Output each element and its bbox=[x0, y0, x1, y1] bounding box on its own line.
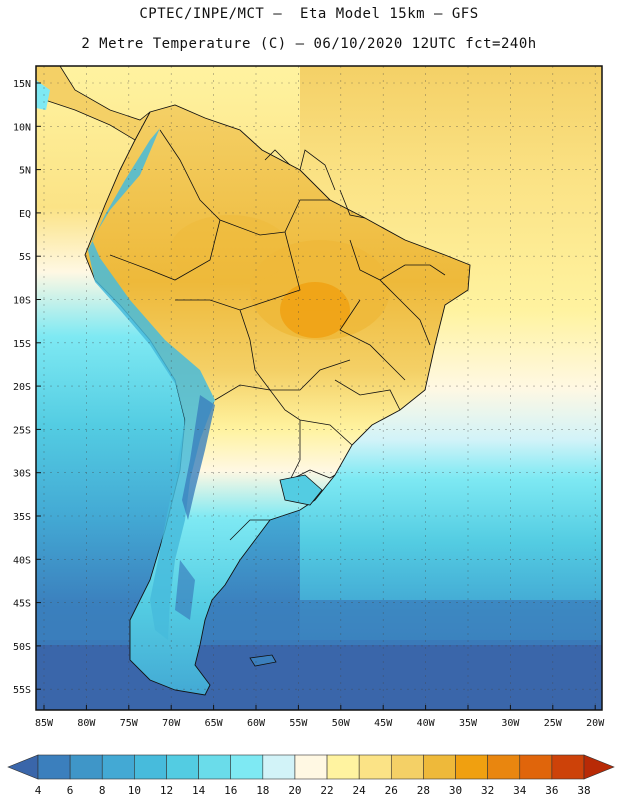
colorbar-tick-label: 38 bbox=[577, 784, 590, 797]
colorbar-tick-label: 34 bbox=[513, 784, 527, 797]
colorbar-tick-label: 22 bbox=[320, 784, 333, 797]
latitude-axis: 15N 10N 5N EQ 5S 10S 15S 20S 25S 30S 35S 40S 45S 50S 5… bbox=[13, 79, 41, 696]
colorbar-tick-label: 32 bbox=[481, 784, 494, 797]
colorbar-tick-label: 30 bbox=[449, 784, 462, 797]
colorbar-bin bbox=[166, 754, 199, 780]
lon-tick-label: 20W bbox=[586, 718, 605, 729]
temperature-field bbox=[36, 66, 602, 710]
lat-tick-label: EQ bbox=[19, 209, 31, 220]
lat-tick-label: 15S bbox=[13, 339, 31, 350]
colorbar-bin bbox=[487, 754, 521, 780]
lon-tick-label: 60W bbox=[247, 718, 266, 729]
lat-tick-label: 20S bbox=[13, 382, 31, 393]
map-title: CPTEC/INPE/MCT – Eta Model 15km – GFS bbox=[139, 6, 479, 22]
colorbar-tick-label: 12 bbox=[160, 784, 173, 797]
lat-tick-label: 10N bbox=[13, 122, 31, 133]
lat-tick-label: 35S bbox=[13, 512, 31, 523]
lon-tick-label: 25W bbox=[544, 718, 563, 729]
colorbar-bin bbox=[294, 754, 328, 780]
lat-tick-label: 55S bbox=[13, 685, 31, 696]
lon-tick-label: 45W bbox=[374, 718, 393, 729]
colorbar-bin bbox=[326, 754, 360, 780]
lon-tick-label: 85W bbox=[35, 718, 54, 729]
lon-tick-label: 80W bbox=[77, 718, 96, 729]
lat-tick-label: 45S bbox=[13, 599, 31, 610]
colorbar-bin bbox=[455, 754, 488, 780]
colorbar-bin bbox=[230, 754, 264, 780]
lon-tick-label: 35W bbox=[459, 718, 478, 729]
colorbar-tick-label: 18 bbox=[256, 784, 269, 797]
lon-tick-label: 65W bbox=[205, 718, 224, 729]
lat-tick-label: 10S bbox=[13, 296, 31, 307]
colorbar-bin bbox=[134, 754, 167, 780]
lat-tick-label: 25S bbox=[13, 425, 31, 436]
colorbar-bin bbox=[390, 754, 424, 780]
lon-tick-label: 30W bbox=[501, 718, 520, 729]
longitude-axis: 85W 80W 75W 70W 65W 60W 55W 50W 45W 40W 35W 30W 25W 2… bbox=[35, 705, 605, 729]
country-borders bbox=[109, 129, 446, 541]
map-subtitle: 2 Metre Temperature (C) – 06/10/2020 12U… bbox=[81, 36, 537, 52]
colorbar-bin bbox=[37, 754, 71, 780]
lon-tick-label: 55W bbox=[289, 718, 308, 729]
colorbar-tick-label: 20 bbox=[288, 784, 301, 797]
colorbar-arrow-high bbox=[583, 754, 615, 780]
colorbar-tick-label: 4 bbox=[35, 784, 42, 797]
lat-tick-label: 5S bbox=[19, 252, 31, 263]
colorbar-arrow-low bbox=[7, 754, 39, 780]
colorbar-bin bbox=[358, 754, 392, 780]
lat-tick-label: 15N bbox=[13, 79, 31, 90]
grid-lines bbox=[36, 66, 602, 710]
colorbar-bin bbox=[423, 754, 456, 780]
colorbar-bin bbox=[198, 754, 232, 780]
colorbar-tick-label: 16 bbox=[224, 784, 237, 797]
lon-tick-label: 40W bbox=[417, 718, 436, 729]
colorbar-bin bbox=[69, 754, 103, 780]
colorbar-tick-label: 36 bbox=[545, 784, 558, 797]
map-frame bbox=[35, 65, 603, 711]
colorbar-tick-label: 6 bbox=[67, 784, 74, 797]
colorbar-bin bbox=[262, 754, 296, 780]
colorbar-tick-label: 28 bbox=[417, 784, 430, 797]
colorbar: 4 6 8 10 12 14 16 18 20 22 24 26 28 30 32 34 36 38 bbox=[7, 754, 615, 797]
colorbar-bin bbox=[519, 754, 553, 780]
lat-tick-label: 5N bbox=[19, 166, 31, 177]
lon-tick-label: 70W bbox=[162, 718, 181, 729]
andes-cold-band bbox=[88, 128, 215, 640]
lon-tick-label: 50W bbox=[332, 718, 351, 729]
colorbar-tick-label: 26 bbox=[385, 784, 398, 797]
colorbar-bin bbox=[551, 754, 585, 780]
colorbar-tick-label: 8 bbox=[99, 784, 106, 797]
lon-tick-label: 75W bbox=[120, 718, 139, 729]
colorbar-bin bbox=[101, 754, 135, 780]
colorbar-tick-label: 24 bbox=[353, 784, 367, 797]
colorbar-tick-label: 14 bbox=[192, 784, 206, 797]
lat-tick-label: 30S bbox=[13, 469, 31, 480]
lat-tick-label: 50S bbox=[13, 642, 31, 653]
lat-tick-label: 40S bbox=[13, 555, 31, 566]
colorbar-tick-label: 10 bbox=[128, 784, 141, 797]
